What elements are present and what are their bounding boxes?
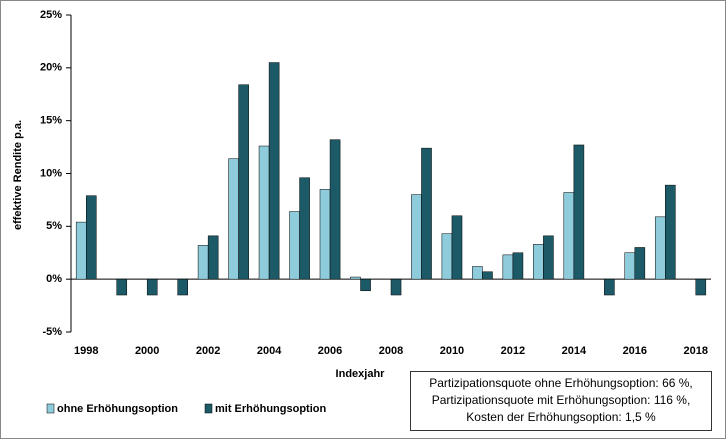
y-axis-label: effektive Rendite p.a. xyxy=(12,120,24,230)
bar xyxy=(411,194,422,280)
bar xyxy=(238,84,249,280)
x-tick-label: 2000 xyxy=(135,345,159,357)
bar xyxy=(207,235,219,280)
bar xyxy=(116,278,128,296)
x-tick-label: 1998 xyxy=(74,345,98,357)
x-tick-label: 2012 xyxy=(501,345,525,357)
bar xyxy=(329,139,341,280)
y-tick-label: 10% xyxy=(40,167,62,179)
bar xyxy=(360,278,371,292)
bar xyxy=(228,158,239,280)
legend-label: mit Erhöhungsoption xyxy=(215,403,326,415)
bar xyxy=(563,192,575,280)
y-tick-label: 5% xyxy=(46,220,62,232)
bar xyxy=(573,144,585,280)
bar xyxy=(441,233,453,280)
x-tick-label: 2008 xyxy=(379,345,403,357)
x-tick-label: 2010 xyxy=(440,345,464,357)
bar xyxy=(482,271,493,280)
y-tick-label: 25% xyxy=(40,9,62,21)
bar xyxy=(604,278,615,296)
bar xyxy=(268,62,280,280)
bar xyxy=(390,278,402,296)
x-axis-label: Indexjahr xyxy=(336,368,386,380)
y-tick-label: 20% xyxy=(40,62,62,74)
legend-label: ohne Erhöhungsoption xyxy=(57,403,178,415)
y-tick-label: 0% xyxy=(46,273,62,285)
bar xyxy=(258,145,270,280)
annotation-box xyxy=(410,371,712,431)
legend-swatch xyxy=(204,403,213,414)
bar xyxy=(502,254,514,280)
legend-swatch xyxy=(46,403,55,414)
bar xyxy=(451,215,463,280)
bar xyxy=(634,247,646,280)
bar xyxy=(512,252,524,280)
bar xyxy=(75,221,87,280)
x-tick-label: 2004 xyxy=(257,345,282,357)
bar xyxy=(289,211,300,280)
annotation: Kosten der Erhöhungsoption: 1,5 % xyxy=(466,410,656,424)
bar xyxy=(695,278,707,296)
bar xyxy=(654,216,666,280)
annotation: Partizipationsquote ohne Erhöhungsoption… xyxy=(429,376,693,390)
bar xyxy=(299,177,310,280)
x-tick-label: 2002 xyxy=(196,345,220,357)
bar xyxy=(319,189,331,280)
x-tick-label: 2016 xyxy=(623,345,647,357)
bar xyxy=(665,184,676,280)
bar xyxy=(533,244,544,280)
y-tick-label: 15% xyxy=(40,115,62,127)
y-tick-label: -5% xyxy=(42,326,62,338)
bar xyxy=(197,245,209,280)
x-tick-label: 2014 xyxy=(562,345,587,357)
bar xyxy=(472,266,483,280)
x-tick-label: 2018 xyxy=(684,345,708,357)
annotation: Partizipationsquote mit Erhöhungsoption:… xyxy=(432,393,691,407)
bar xyxy=(177,278,188,296)
bar xyxy=(624,252,636,280)
bar xyxy=(85,195,97,280)
bar xyxy=(421,147,432,280)
x-tick-label: 2006 xyxy=(318,345,342,357)
bar xyxy=(350,276,361,280)
bar xyxy=(543,235,554,280)
bar xyxy=(146,278,158,296)
